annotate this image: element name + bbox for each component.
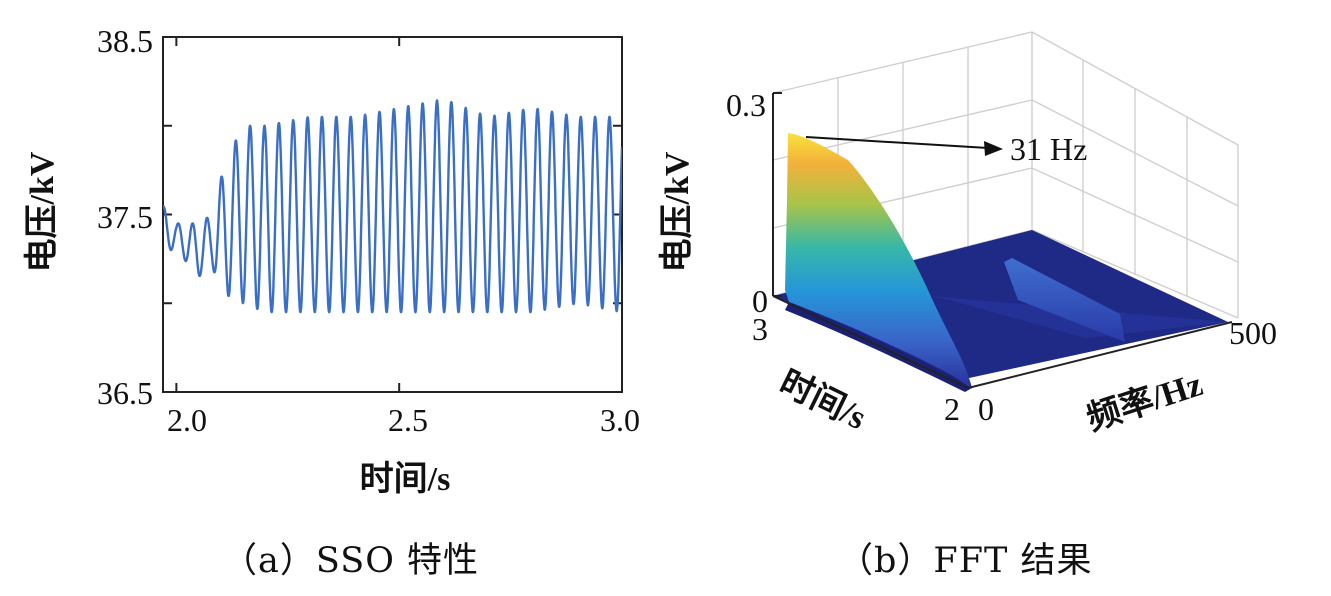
chart-a-xtick-label: 2.5 [388, 402, 428, 438]
caption-b: （b）FFT 结果 [838, 541, 1093, 581]
chart-b-y-axis-label: 频率/Hz [1082, 365, 1207, 438]
chart-b: 31 Hz 0.3 0 3 2 0 500 电压/kV 时间/s 频率/Hz [658, 31, 1277, 438]
chart-b-surface [785, 133, 972, 388]
chart-b-axes [772, 92, 1233, 389]
chart-a-xtick-label: 3.0 [600, 402, 640, 438]
chart-b-ztick-label: 0 [752, 283, 768, 319]
chart-a-ytick-label: 36.5 [97, 375, 153, 411]
chart-b-ztick-label: 0.3 [726, 87, 766, 123]
chart-b-annotation: 31 Hz [1010, 131, 1087, 167]
chart-a-xtick-label: 2.0 [167, 402, 207, 438]
chart-a-x-axis-label: 时间/s [360, 460, 451, 498]
chart-b-ytick-label: 500 [1229, 315, 1277, 351]
chart-a-ytick-label: 37.5 [97, 199, 153, 235]
chart-a: 38.5 37.5 36.5 2.0 2.5 3.0 时间/s 电压/kV [23, 23, 640, 498]
chart-a-series-line [163, 99, 622, 314]
chart-b-xtick-label: 3 [752, 311, 768, 347]
chart-b-x-axis-label: 时间/s [774, 363, 872, 437]
chart-b-secondary-ridge [1004, 258, 1125, 342]
chart-b-ytick-label: 0 [978, 391, 994, 427]
chart-b-annotation-arrow [805, 136, 989, 149]
chart-b-annotation-arrowhead [984, 141, 1003, 156]
chart-b-xtick-label: 2 [944, 391, 960, 427]
chart-a-y-axis-label: 电压/kV [23, 151, 61, 272]
caption-a: （a）SSO 特性 [222, 541, 480, 581]
chart-b-z-axis-label: 电压/kV [658, 151, 696, 272]
chart-a-ytick-label: 38.5 [97, 23, 153, 59]
